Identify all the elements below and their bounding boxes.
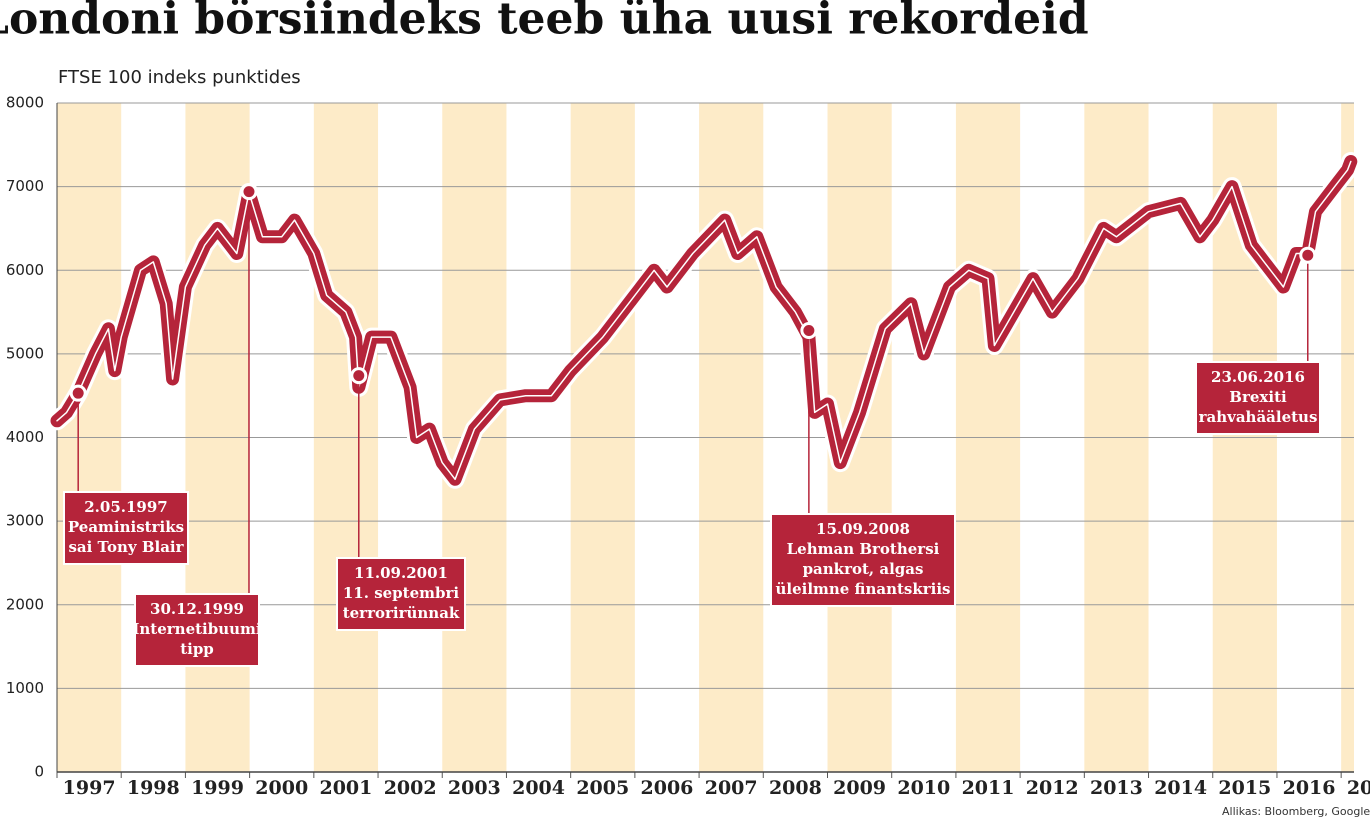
annotation-box — [1195, 361, 1321, 435]
annotation-box — [63, 491, 189, 565]
x-tick-label: 1999 — [191, 777, 244, 799]
x-tick-label: 2004 — [512, 777, 565, 799]
annotation-text: pankrot, algas — [803, 560, 924, 578]
annotation-text: 23.06.2016 — [1211, 368, 1305, 386]
annotation-box — [134, 593, 260, 667]
y-tick-label: 6000 — [6, 261, 44, 279]
x-tick-label: 2014 — [1154, 777, 1207, 799]
x-tick-label: 2011 — [962, 777, 1015, 799]
x-tick-label: 1997 — [63, 777, 116, 799]
annotation-text: terrorirünnak — [343, 604, 460, 622]
y-tick-label: 4000 — [6, 428, 44, 446]
x-tick-label: 2006 — [641, 777, 694, 799]
annotation-text: sai Tony Blair — [68, 538, 184, 556]
x-tick-label: 2016 — [1283, 777, 1336, 799]
source: Allikas: Bloomberg, Google Finance — [1222, 805, 1370, 818]
annotation-text: Brexiti — [1229, 388, 1287, 406]
x-tick-label: 2005 — [576, 777, 629, 799]
annotation-text: Peaministriks — [68, 518, 184, 536]
annotation-text: Internetibuumi — [132, 620, 262, 638]
y-tick-label: 0 — [34, 763, 44, 781]
x-tick-label: 2002 — [384, 777, 437, 799]
y-tick-label: 5000 — [6, 344, 44, 362]
chart-title: Londoni börsiindeks teeb üha uusi rekord… — [0, 0, 1089, 45]
subtitle: FTSE 100 indeks punktides — [58, 67, 301, 88]
series-line — [56, 160, 1352, 481]
annotation-marker — [1299, 246, 1317, 264]
y-tick-label: 3000 — [6, 512, 44, 530]
annotation-marker — [800, 321, 818, 339]
annotation-text: 30.12.1999 — [150, 600, 244, 618]
x-tick-label: 2015 — [1218, 777, 1271, 799]
x-tick-label: 2012 — [1026, 777, 1079, 799]
annotation-text: 2.05.1997 — [84, 498, 168, 516]
x-tick-label: 2007 — [705, 777, 758, 799]
x-tick-label: 2017 — [1347, 777, 1370, 799]
y-tick-label: 8000 — [6, 94, 44, 112]
x-tick-label: 2013 — [1090, 777, 1143, 799]
x-tick-label: 2010 — [897, 777, 950, 799]
annotation-marker — [69, 384, 87, 402]
annotation-text: 15.09.2008 — [816, 520, 910, 538]
x-tick-label: 2003 — [448, 777, 501, 799]
x-tick-label: 2008 — [769, 777, 822, 799]
annotation-text: tipp — [180, 640, 214, 658]
y-tick-label: 2000 — [6, 595, 44, 613]
annotation-text: Lehman Brothersi — [787, 540, 940, 558]
annotation-text: rahvahääletus — [1199, 408, 1318, 426]
annotation-box — [336, 557, 466, 631]
x-tick-label: 2009 — [833, 777, 886, 799]
annotation-box — [770, 513, 956, 607]
annotation-text: 11.09.2001 — [354, 564, 448, 582]
x-tick-label: 2001 — [319, 777, 372, 799]
annotation-text: üleilmne finantskriis — [775, 580, 950, 598]
annotation-marker — [350, 367, 368, 385]
annotation-marker — [240, 183, 258, 201]
y-tick-label: 7000 — [6, 177, 44, 195]
x-tick-label: 2000 — [255, 777, 308, 799]
annotation-text: 11. septembri — [343, 584, 460, 602]
y-tick-label: 1000 — [6, 679, 44, 697]
x-tick-label: 1998 — [127, 777, 180, 799]
